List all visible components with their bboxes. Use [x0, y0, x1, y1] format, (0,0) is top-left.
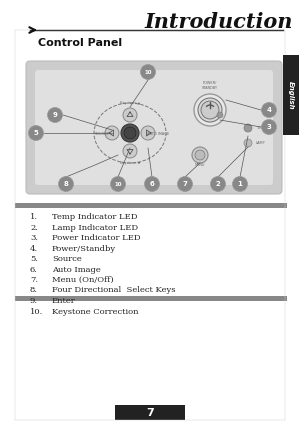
FancyBboxPatch shape: [26, 61, 282, 194]
Circle shape: [217, 112, 223, 118]
Text: 4.: 4.: [30, 244, 38, 252]
Text: 2: 2: [216, 181, 220, 187]
Circle shape: [28, 125, 44, 141]
Circle shape: [123, 108, 137, 122]
Text: 5: 5: [34, 130, 38, 136]
Text: Source: Source: [52, 255, 82, 263]
Circle shape: [47, 108, 62, 122]
Text: TEMP: TEMP: [256, 126, 266, 130]
Text: Keystone ▼: Keystone ▼: [120, 161, 140, 165]
Text: POWER/
STANDBY: POWER/ STANDBY: [202, 82, 218, 90]
Text: Auto Image: Auto Image: [52, 266, 101, 274]
FancyBboxPatch shape: [115, 405, 185, 420]
Circle shape: [178, 176, 193, 192]
Text: Control Panel: Control Panel: [38, 38, 122, 48]
Text: 7.: 7.: [30, 276, 38, 284]
Text: LAMP: LAMP: [256, 141, 266, 145]
Circle shape: [121, 124, 139, 142]
Circle shape: [192, 147, 208, 163]
Text: English: English: [288, 81, 294, 109]
Circle shape: [141, 126, 155, 140]
Circle shape: [195, 150, 205, 160]
Text: 9: 9: [52, 112, 57, 118]
Text: Keystone ▲: Keystone ▲: [120, 101, 140, 105]
Circle shape: [58, 176, 74, 192]
Circle shape: [124, 127, 136, 139]
Text: Temp Indicator LED: Temp Indicator LED: [52, 213, 137, 221]
Text: 6: 6: [150, 181, 154, 187]
Circle shape: [198, 98, 222, 122]
Circle shape: [262, 119, 277, 134]
Text: Lamp Indicator LED: Lamp Indicator LED: [52, 224, 138, 232]
Text: 7: 7: [146, 408, 154, 417]
Circle shape: [262, 102, 277, 117]
Text: 5.: 5.: [30, 255, 38, 263]
Text: 7: 7: [183, 181, 188, 187]
FancyBboxPatch shape: [15, 203, 287, 208]
Text: Enter: Enter: [52, 297, 76, 305]
Circle shape: [123, 144, 137, 158]
Text: Four Directional  Select Keys: Four Directional Select Keys: [52, 286, 176, 295]
Circle shape: [211, 176, 226, 192]
Text: Power/Standby: Power/Standby: [52, 244, 116, 252]
Circle shape: [194, 94, 226, 126]
Circle shape: [145, 176, 160, 192]
Text: Introduction: Introduction: [145, 12, 293, 32]
Circle shape: [140, 65, 155, 79]
Text: 10.: 10.: [30, 308, 43, 315]
Text: 10: 10: [144, 70, 152, 74]
Text: 2.: 2.: [30, 224, 38, 232]
FancyBboxPatch shape: [283, 55, 299, 135]
Circle shape: [232, 176, 247, 192]
Text: 3: 3: [267, 124, 272, 130]
Text: 10: 10: [114, 181, 122, 187]
Text: 3.: 3.: [30, 234, 38, 242]
Text: 1.: 1.: [30, 213, 38, 221]
FancyBboxPatch shape: [35, 70, 273, 185]
Circle shape: [105, 126, 119, 140]
Circle shape: [244, 124, 252, 132]
Text: Menu (On/Off): Menu (On/Off): [52, 276, 114, 284]
Circle shape: [201, 101, 219, 119]
Text: 1: 1: [238, 181, 242, 187]
Text: Power Indicator LED: Power Indicator LED: [52, 234, 141, 242]
Text: 9.: 9.: [30, 297, 38, 305]
Text: Keystone Correction: Keystone Correction: [52, 308, 139, 315]
Circle shape: [110, 176, 125, 192]
Text: 8: 8: [64, 181, 68, 187]
Circle shape: [244, 139, 252, 147]
Text: AUTO IMAGE: AUTO IMAGE: [147, 132, 169, 136]
Text: 8.: 8.: [30, 286, 38, 295]
Text: SOURCE: SOURCE: [95, 132, 109, 136]
Text: 4: 4: [266, 107, 272, 113]
Text: MENU: MENU: [195, 163, 205, 167]
Text: 6.: 6.: [30, 266, 38, 274]
FancyBboxPatch shape: [15, 296, 287, 301]
